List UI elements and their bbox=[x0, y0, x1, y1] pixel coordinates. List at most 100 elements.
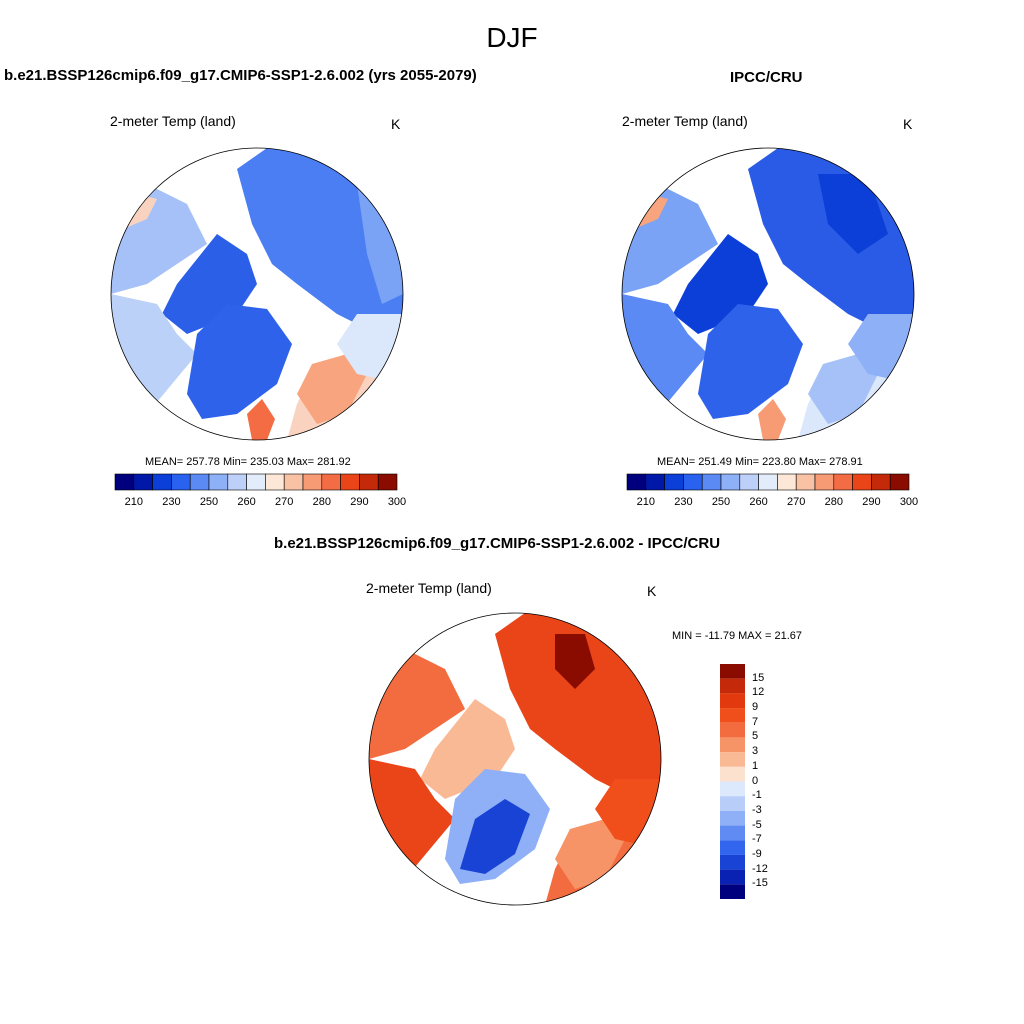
season-title: DJF bbox=[486, 22, 538, 53]
obs-land-greenland bbox=[698, 304, 803, 419]
model-colorbar-box bbox=[227, 473, 247, 491]
diff-colorbar-box bbox=[720, 796, 745, 811]
diff-colorbar-box bbox=[720, 752, 745, 767]
model-stats: MEAN= 257.78 Min= 235.03 Max= 281.92 bbox=[145, 456, 351, 468]
obs-panel-title: IPCC/CRU bbox=[730, 69, 803, 86]
obs-colorbar bbox=[626, 473, 910, 491]
diff-colorbar bbox=[720, 664, 745, 899]
model-colorbar-box bbox=[246, 473, 266, 491]
model-colorbar-tick-label: 230 bbox=[162, 496, 181, 508]
diff-minmax: MIN = -11.79 MAX = 21.67 bbox=[672, 630, 803, 642]
model-colorbar-box bbox=[265, 473, 285, 491]
diff-colorbar-box bbox=[720, 869, 745, 885]
obs-colorbar-box bbox=[720, 473, 741, 491]
obs-polar-map bbox=[621, 147, 915, 441]
diff-colorbar-box bbox=[720, 781, 745, 797]
obs-colorbar-tick-label: 280 bbox=[824, 496, 843, 508]
diff-colorbar-box bbox=[720, 737, 745, 753]
diff-colorbar-box bbox=[720, 825, 745, 841]
obs-colorbar-tick-label: 270 bbox=[787, 496, 806, 508]
diff-colorbar-tick-label: -1 bbox=[752, 789, 762, 802]
model-colorbar-tick-label: 280 bbox=[312, 496, 331, 508]
diff-colorbar-tick-label: 0 bbox=[752, 774, 759, 787]
diff-colorbar-tick-label: -15 bbox=[752, 877, 768, 890]
model-colorbar-box bbox=[171, 473, 191, 491]
diff-colorbar-tick-label: 7 bbox=[752, 715, 759, 728]
diff-land-greenland-core bbox=[460, 799, 530, 874]
model-variable-label: 2-meter Temp (land) bbox=[110, 113, 236, 129]
model-land-uk bbox=[247, 399, 275, 440]
model-colorbar-box bbox=[133, 473, 153, 491]
obs-variable-label: 2-meter Temp (land) bbox=[622, 113, 748, 129]
model-colorbar-box bbox=[152, 473, 172, 491]
model-polar-map bbox=[110, 147, 404, 441]
obs-colorbar-box bbox=[795, 473, 816, 491]
diff-colorbar-box bbox=[720, 693, 745, 709]
obs-colorbar-box bbox=[739, 473, 759, 491]
model-colorbar-box bbox=[114, 473, 135, 491]
obs-colorbar-box bbox=[889, 473, 910, 491]
diff-colorbar-box bbox=[720, 722, 745, 738]
obs-colorbar-tick-label: 250 bbox=[711, 496, 731, 508]
diff-colorbar-tick-label: -12 bbox=[752, 862, 768, 875]
obs-land-siberia-core bbox=[818, 174, 888, 254]
diff-colorbar-box bbox=[720, 854, 745, 870]
model-colorbar-tick-label: 260 bbox=[237, 496, 256, 508]
diff-colorbar-tick-label: -7 bbox=[752, 833, 762, 846]
obs-colorbar-tick-label: 300 bbox=[899, 496, 919, 508]
model-colorbar-box bbox=[377, 473, 398, 491]
model-colorbar-tick-label: 250 bbox=[199, 496, 219, 508]
model-panel-title: b.e21.BSSP126cmip6.f09_g17.CMIP6-SSP1-2.… bbox=[4, 67, 477, 84]
model-colorbar-box bbox=[189, 473, 210, 491]
diff-colorbar-box bbox=[720, 664, 745, 679]
obs-colorbar-box bbox=[852, 473, 872, 491]
diff-colorbar-tick-label: 3 bbox=[752, 745, 759, 758]
model-colorbar-box bbox=[302, 473, 323, 491]
obs-colorbar-box bbox=[664, 473, 684, 491]
diff-land-siberia bbox=[495, 613, 661, 799]
obs-colorbar-tick-label: 210 bbox=[636, 496, 655, 508]
model-colorbar-box bbox=[359, 473, 379, 491]
model-land-greenland bbox=[187, 304, 292, 419]
obs-colorbar-box bbox=[777, 473, 797, 491]
diff-colorbar-box bbox=[720, 840, 745, 855]
obs-colorbar-box bbox=[758, 473, 778, 491]
model-units-label: K bbox=[391, 116, 401, 132]
obs-colorbar-box bbox=[626, 473, 647, 491]
model-colorbar-tick-label: 210 bbox=[124, 496, 143, 508]
diff-colorbar-box bbox=[720, 766, 745, 782]
model-colorbar-box bbox=[321, 473, 341, 491]
diff-colorbar-tick-label: 15 bbox=[752, 671, 765, 684]
obs-stats: MEAN= 251.49 Min= 223.80 Max= 278.91 bbox=[657, 456, 863, 468]
obs-colorbar-labels: 210 230 250 260 270 280 290 300 bbox=[627, 496, 919, 510]
diff-colorbar-tick-label: 1 bbox=[752, 759, 759, 772]
diff-variable-label: 2-meter Temp (land) bbox=[366, 580, 492, 596]
diff-colorbar-tick-label: -3 bbox=[752, 803, 762, 816]
model-colorbar bbox=[114, 473, 398, 491]
diff-colorbar-box bbox=[720, 810, 745, 826]
obs-colorbar-tick-label: 230 bbox=[674, 496, 693, 508]
obs-colorbar-box bbox=[683, 473, 703, 491]
diff-colorbar-box bbox=[720, 884, 745, 899]
obs-colorbar-tick-label: 260 bbox=[749, 496, 768, 508]
model-colorbar-box bbox=[340, 473, 360, 491]
diff-colorbar-tick-label: -9 bbox=[752, 847, 762, 860]
obs-colorbar-box bbox=[814, 473, 835, 491]
obs-colorbar-tick-label: 290 bbox=[862, 496, 881, 508]
diff-colorbar-tick-label: 5 bbox=[752, 730, 759, 743]
diff-colorbar-labels: 15 12 9 7 5 3 1 0 -1 -3 -5 -7 -9 -12 -15 bbox=[752, 664, 792, 899]
obs-units-label: K bbox=[903, 116, 913, 132]
obs-colorbar-box bbox=[833, 473, 853, 491]
obs-land-uk bbox=[758, 399, 786, 440]
diff-polar-map bbox=[368, 612, 662, 906]
model-colorbar-box bbox=[208, 473, 229, 491]
diff-colorbar-tick-label: 12 bbox=[752, 686, 765, 699]
model-colorbar-box bbox=[283, 473, 304, 491]
diff-colorbar-box bbox=[720, 678, 745, 694]
model-colorbar-labels: 210 230 250 260 270 280 290 300 bbox=[115, 496, 407, 510]
model-colorbar-tick-label: 290 bbox=[350, 496, 369, 508]
model-colorbar-tick-label: 270 bbox=[275, 496, 294, 508]
diff-units-label: K bbox=[647, 583, 657, 599]
obs-colorbar-box bbox=[645, 473, 665, 491]
obs-colorbar-box bbox=[701, 473, 722, 491]
